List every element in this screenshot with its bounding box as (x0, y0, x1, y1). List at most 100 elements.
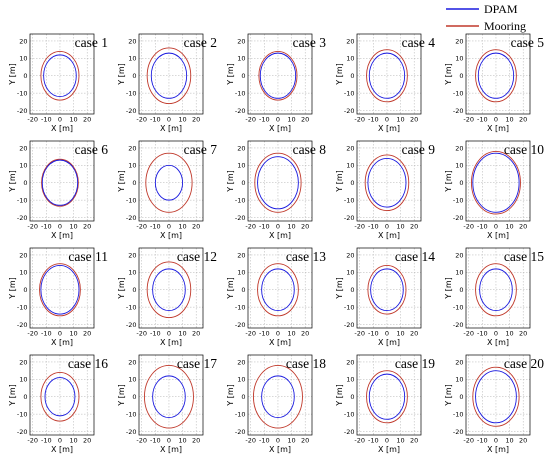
y-tick-label: 0 (23, 72, 27, 80)
y-tick-label: 20 (128, 251, 136, 259)
axes-frame (29, 33, 95, 115)
y-tick-label: 10 (455, 162, 463, 170)
y-tick-label: 0 (23, 286, 27, 294)
y-tick-label: 20 (19, 144, 27, 152)
mooring-trajectory (470, 150, 521, 215)
y-axis-label: Y [m] (226, 384, 235, 406)
mooring-trajectory (366, 370, 408, 424)
x-axis-label: X [m] (378, 338, 400, 347)
y-axis-label: Y [m] (117, 277, 126, 299)
y-tick-label: 20 (128, 144, 136, 152)
x-tick-label: 10 (287, 116, 295, 124)
x-tick-label: 20 (410, 437, 418, 445)
x-tick-label: 0 (167, 223, 171, 231)
x-tick-label: 10 (178, 116, 186, 124)
dpam-trajectory (479, 268, 513, 312)
x-tick-label: -20 (27, 330, 38, 338)
x-tick-label: -10 (259, 223, 270, 231)
y-tick-label: 10 (19, 55, 27, 63)
x-axis-label: X [m] (51, 445, 73, 454)
x-tick-label: -10 (150, 223, 161, 231)
y-axis-label: Y [m] (444, 384, 453, 406)
y-tick-label: 0 (23, 393, 27, 401)
dpam-trajectory (154, 164, 184, 201)
dpam-trajectory (257, 156, 299, 210)
y-tick-label: -20 (126, 428, 137, 436)
dpam-trajectory (368, 52, 406, 99)
x-tick-label: -20 (27, 437, 38, 445)
x-tick-label: 0 (58, 330, 62, 338)
y-tick-label: 10 (237, 376, 245, 384)
axes-frame (138, 140, 204, 222)
y-tick-label: -10 (344, 410, 355, 418)
x-tick-label: 20 (83, 330, 91, 338)
x-tick-label: -10 (477, 330, 488, 338)
dpam-trajectory (43, 54, 77, 98)
y-tick-label: 10 (346, 55, 354, 63)
y-tick-label: 20 (128, 37, 136, 45)
y-tick-label: 20 (237, 144, 245, 152)
y-tick-label: 0 (459, 393, 463, 401)
dpam-trajectory (370, 268, 404, 312)
axes-frame (29, 247, 95, 329)
y-tick-label: 10 (128, 55, 136, 63)
y-tick-label: -20 (17, 428, 28, 436)
y-tick-label: 0 (350, 179, 354, 187)
x-axis-label: X [m] (487, 124, 509, 133)
panel-title: case 12 (177, 249, 217, 264)
x-tick-label: -20 (245, 437, 256, 445)
dpam-trajectory (44, 377, 76, 417)
y-tick-label: 20 (346, 37, 354, 45)
x-tick-label: -10 (368, 116, 379, 124)
y-tick-label: 20 (455, 144, 463, 152)
y-tick-label: 20 (237, 37, 245, 45)
x-tick-label: 20 (410, 223, 418, 231)
x-tick-label: 0 (494, 437, 498, 445)
y-tick-label: -10 (453, 410, 464, 418)
x-tick-label: 0 (167, 330, 171, 338)
x-axis-label: X [m] (269, 338, 291, 347)
x-tick-label: 10 (69, 116, 77, 124)
x-tick-label: -20 (354, 437, 365, 445)
dpam-trajectory (259, 52, 297, 99)
panel-title: case 6 (75, 142, 109, 157)
panel-title: case 8 (293, 142, 327, 157)
panel-title: case 1 (75, 35, 108, 50)
y-tick-label: -10 (453, 89, 464, 97)
x-tick-label: 10 (178, 437, 186, 445)
panel-title: case 19 (395, 356, 435, 371)
y-tick-label: 20 (455, 37, 463, 45)
y-tick-label: -10 (453, 303, 464, 311)
y-tick-label: -20 (235, 214, 246, 222)
dpam-trajectory (261, 375, 295, 419)
y-tick-label: -20 (453, 321, 464, 329)
x-tick-label: 20 (192, 116, 200, 124)
dpam-trajectory (472, 152, 520, 213)
y-tick-label: 20 (455, 251, 463, 259)
x-tick-label: -10 (368, 223, 379, 231)
mooring-trajectory (252, 364, 303, 429)
axes-frame (356, 140, 422, 222)
axes-frame (29, 354, 95, 436)
y-tick-label: 0 (132, 286, 136, 294)
x-tick-label: -10 (368, 330, 379, 338)
mooring-trajectory (39, 263, 81, 317)
y-tick-label: -10 (344, 89, 355, 97)
y-tick-label: 10 (237, 269, 245, 277)
panel-title: case 18 (286, 356, 326, 371)
x-tick-label: -20 (136, 116, 147, 124)
y-tick-label: 10 (128, 376, 136, 384)
y-tick-label: -20 (344, 214, 355, 222)
y-tick-label: 0 (459, 72, 463, 80)
y-tick-label: 10 (455, 55, 463, 63)
